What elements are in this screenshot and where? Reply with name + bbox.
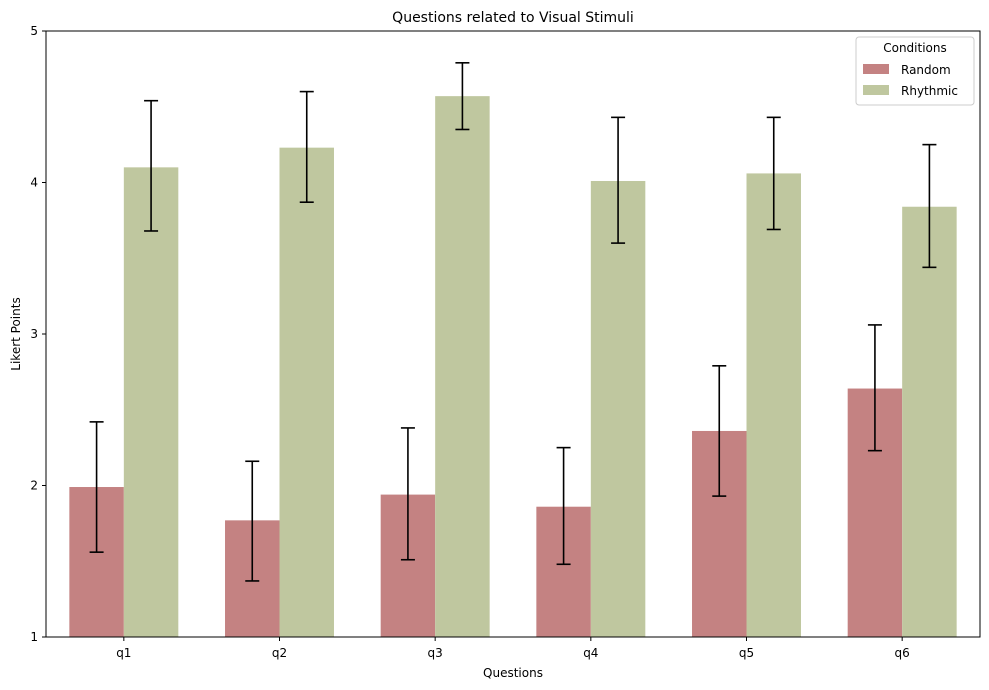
bar-rhythmic-q1: [123, 167, 179, 637]
legend-swatch-rhythmic: [863, 85, 889, 95]
axes-frame: [45, 30, 981, 638]
y-tick-label-2: 2: [30, 479, 38, 493]
x-tick-label-q5: q5: [739, 646, 754, 660]
y-tick-label-5: 5: [30, 24, 38, 38]
bar-rhythmic-q4: [590, 180, 646, 638]
x-tick-label-q6: q6: [895, 646, 910, 660]
y-tick-label-1: 1: [30, 630, 38, 644]
legend: Conditions Random Rhythmic: [855, 36, 975, 106]
bar-rhythmic-q6: [902, 206, 957, 638]
bar-rhythmic-q3: [435, 96, 490, 637]
y-tick-label-4: 4: [30, 176, 38, 190]
x-axis-label: Questions: [483, 666, 543, 680]
legend-title: Conditions: [883, 41, 947, 55]
legend-label-rhythmic: Rhythmic: [901, 84, 958, 98]
x-tick-label-q3: q3: [428, 646, 443, 660]
y-tick-label-3: 3: [30, 327, 38, 341]
legend-label-random: Random: [901, 63, 951, 77]
bar-rhythmic-q5: [746, 173, 801, 637]
x-tick-label-q2: q2: [272, 646, 287, 660]
x-tick-label-q4: q4: [583, 646, 598, 660]
bar-rhythmic-q2: [279, 147, 334, 637]
legend-swatch-random: [863, 64, 889, 74]
plot-area: 1 2 3 4 5 q1 q2 q3 q4 q5 q6: [30, 24, 981, 660]
x-tick-label-q1: q1: [116, 646, 131, 660]
chart-title: Questions related to Visual Stimuli: [392, 10, 634, 26]
y-axis-label: Likert Points: [9, 297, 23, 370]
